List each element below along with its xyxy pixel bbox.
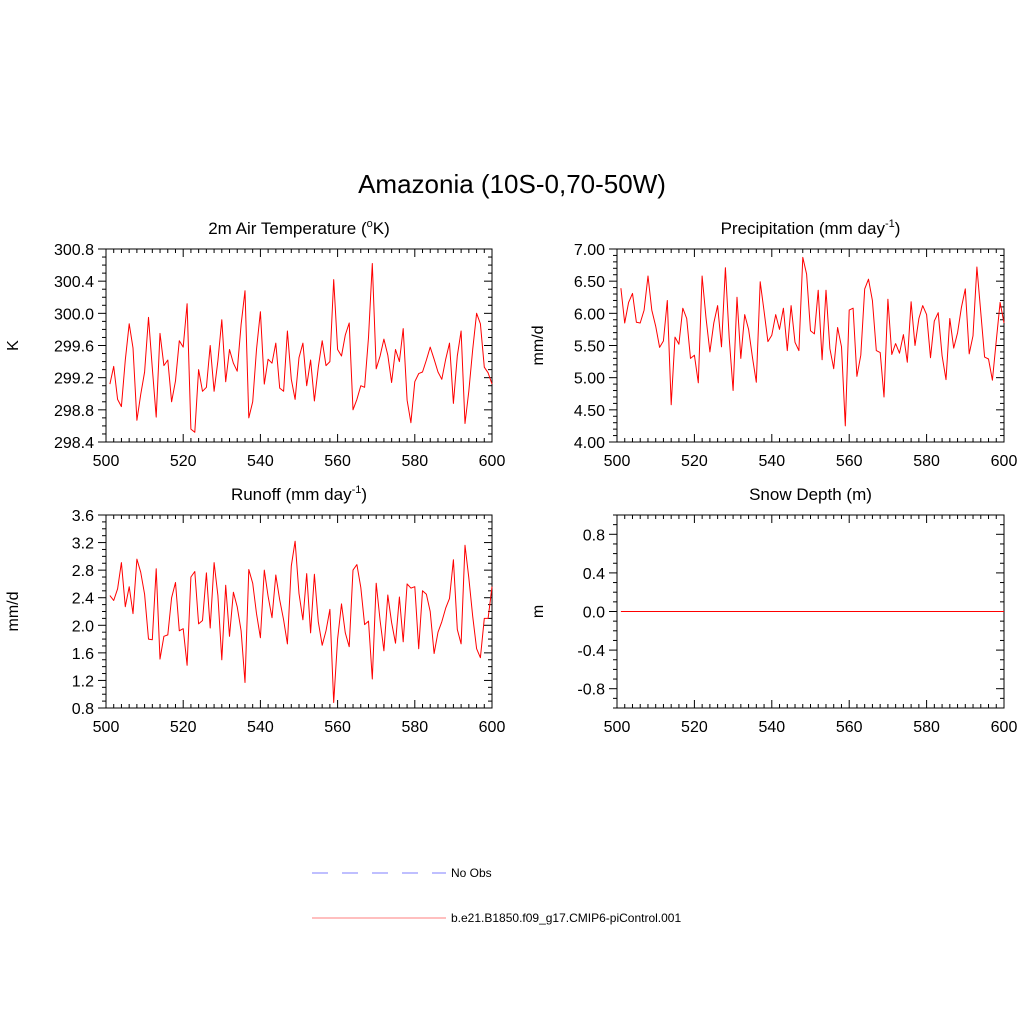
runoff-y-axis-label: mm/d (5, 592, 22, 632)
snow-depth-panel-title: Snow Depth (m) (749, 485, 872, 504)
snow-depth-x-tick-label: 500 (604, 719, 631, 736)
precipitation-y-tick-label: 6.00 (574, 306, 605, 323)
temperature-y-axis-label: K (5, 340, 22, 351)
precipitation-y-axis-label: mm/d (530, 326, 547, 366)
runoff-x-tick-label: 580 (401, 719, 428, 736)
precipitation-x-tick-label: 560 (836, 453, 863, 470)
runoff-x-tick-label: 560 (324, 719, 351, 736)
temperature-x-tick-label: 600 (479, 453, 506, 470)
legend-label-no-obs: No Obs (451, 866, 492, 880)
snow-depth-y-tick-label: 0.0 (583, 605, 605, 622)
temperature-y-tick-label: 298.4 (54, 435, 94, 452)
precipitation-y-tick-label: 4.50 (574, 403, 605, 420)
runoff-y-tick-label: 3.2 (72, 536, 94, 553)
runoff-x-tick-label: 520 (170, 719, 197, 736)
temperature-y-tick-label: 300.0 (54, 306, 94, 323)
snow-depth-x-tick-label: 520 (681, 719, 708, 736)
runoff-x-tick-label: 540 (247, 719, 274, 736)
temperature-y-tick-label: 298.8 (54, 403, 94, 420)
runoff-y-tick-label: 1.2 (72, 673, 94, 690)
precipitation-y-tick-label: 7.00 (574, 242, 605, 259)
temperature-x-tick-label: 500 (93, 453, 120, 470)
temperature-x-tick-label: 560 (324, 453, 351, 470)
runoff-panel-title: Runoff (mm day-1) (231, 484, 367, 504)
snow-depth-x-tick-label: 600 (991, 719, 1018, 736)
temperature-y-tick-label: 300.4 (54, 274, 94, 291)
runoff-series-line (109, 540, 493, 703)
precipitation-x-tick-label: 580 (913, 453, 940, 470)
runoff-y-tick-label: 2.8 (72, 563, 94, 580)
snow-depth-y-tick-label: 0.8 (583, 527, 605, 544)
snow-depth-x-tick-label: 580 (913, 719, 940, 736)
precipitation-x-tick-label: 520 (681, 453, 708, 470)
temperature-panel-title: 2m Air Temperature (oK) (208, 218, 390, 238)
precipitation-y-tick-label: 5.00 (574, 371, 605, 388)
precipitation-x-tick-label: 540 (758, 453, 785, 470)
temperature-panel: 500 520 540 560 580 600 298.4 298.8 299.2 299.6 30… (5, 218, 505, 470)
temperature-x-tick-label: 540 (247, 453, 274, 470)
legend-label-model-run: b.e21.B1850.f09_g17.CMIP6-piControl.001 (451, 911, 681, 925)
snow-depth-y-tick-label: -0.4 (577, 643, 605, 660)
temperature-y-tick-label: 300.8 (54, 242, 94, 259)
temperature-x-tick-label: 580 (401, 453, 428, 470)
figure-title: Amazonia (10S-0,70-50W) (358, 169, 666, 199)
runoff-x-tick-label: 500 (93, 719, 120, 736)
snow-depth-y-axis-label: m (530, 605, 547, 618)
snow-depth-x-tick-label: 560 (836, 719, 863, 736)
runoff-y-tick-label: 2.0 (72, 618, 94, 635)
precipitation-x-tick-label: 500 (604, 453, 631, 470)
precipitation-series-line (620, 256, 1005, 427)
temperature-series-line (109, 263, 493, 433)
temperature-x-tick-label: 520 (170, 453, 197, 470)
snow-depth-x-tick-label: 540 (758, 719, 785, 736)
runoff-panel: 500 520 540 560 580 600 0.8 1.2 1.6 2.0 2.4 2.8 3.2 3… (5, 484, 505, 736)
temperature-y-tick-label: 299.2 (54, 371, 94, 388)
runoff-x-tick-label: 600 (479, 719, 506, 736)
runoff-y-tick-label: 3.6 (72, 508, 94, 525)
precipitation-panel: 500 520 540 560 580 600 4.00 4.50 5.00 5.50 6.00 6.… (530, 218, 1017, 470)
precipitation-panel-title: Precipitation (mm day-1) (721, 218, 901, 238)
runoff-y-tick-label: 0.8 (72, 701, 94, 718)
snow-depth-y-tick-label: -0.8 (577, 682, 605, 699)
runoff-y-tick-label: 2.4 (72, 591, 94, 608)
precipitation-x-tick-label: 600 (991, 453, 1018, 470)
runoff-y-tick-label: 1.6 (72, 646, 94, 663)
precipitation-y-tick-label: 5.50 (574, 339, 605, 356)
precipitation-y-tick-label: 4.00 (574, 435, 605, 452)
snow-depth-y-tick-label: 0.4 (583, 566, 605, 583)
temperature-y-tick-label: 299.6 (54, 339, 94, 356)
legend: No Obs b.e21.B1850.f09_g17.CMIP6-piContr… (312, 866, 681, 925)
snow-depth-panel: 500 520 540 560 580 600 -0.8 -0.4 0.0 0.4 0.8 m Snow… (530, 485, 1017, 736)
precipitation-y-tick-label: 6.50 (574, 274, 605, 291)
